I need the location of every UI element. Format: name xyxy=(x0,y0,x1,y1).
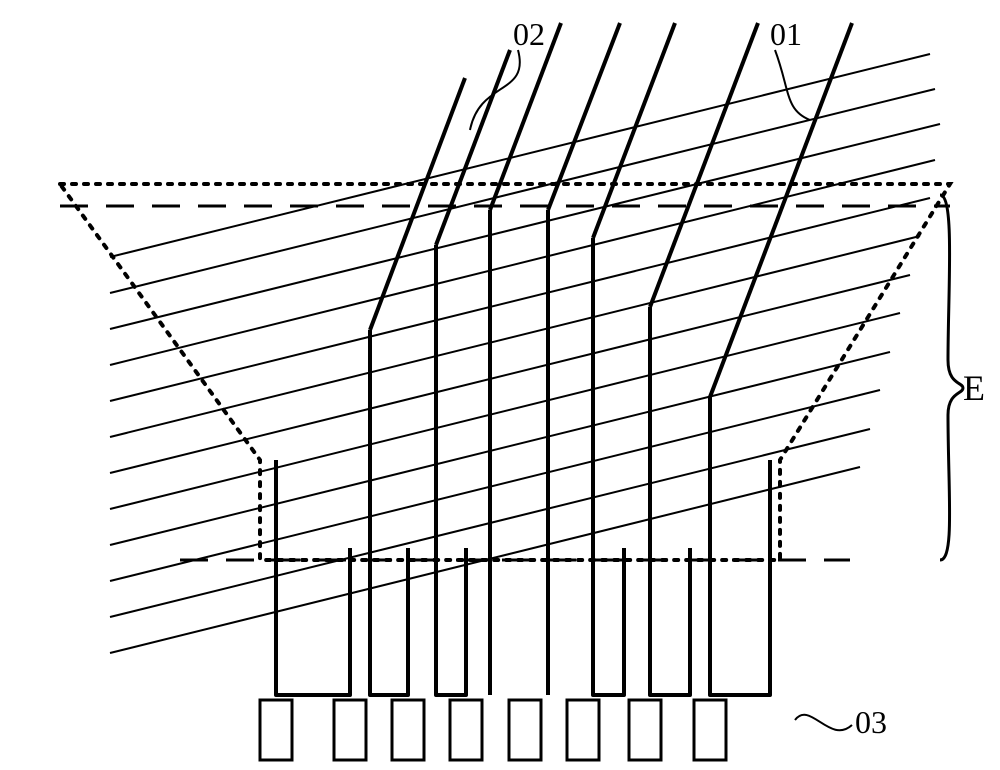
pad xyxy=(334,700,366,760)
connector-pads xyxy=(260,700,726,760)
vertical-traces xyxy=(276,23,852,695)
pad xyxy=(392,700,424,760)
trace-extension xyxy=(548,23,620,210)
trace-line xyxy=(650,307,690,695)
trace-extension xyxy=(436,50,510,245)
pad xyxy=(567,700,599,760)
hatch-line xyxy=(110,390,880,581)
dotted-boundary xyxy=(60,184,950,560)
trace-line xyxy=(593,238,624,695)
technical-diagram: 01 02 03 E xyxy=(0,0,1000,770)
pad xyxy=(694,700,726,760)
trace-extension xyxy=(650,23,758,307)
leader-curve xyxy=(795,715,852,731)
pad xyxy=(629,700,661,760)
pad xyxy=(450,700,482,760)
pad xyxy=(509,700,541,760)
label-leaders xyxy=(470,50,852,730)
hatch-line xyxy=(110,54,930,257)
brace-E xyxy=(940,195,963,560)
hatch-line xyxy=(110,352,890,545)
label-E: E xyxy=(963,368,985,408)
trace-line xyxy=(710,397,770,695)
hatch-line xyxy=(110,313,900,509)
dashed-horizontal-lines xyxy=(60,206,950,560)
trace-line xyxy=(436,245,466,695)
diagonal-hatch-lines xyxy=(110,54,940,653)
hatch-line xyxy=(110,275,910,473)
label-01: 01 xyxy=(770,16,802,52)
label-02: 02 xyxy=(513,16,545,52)
label-03: 03 xyxy=(855,704,887,740)
hatch-line xyxy=(110,236,920,437)
pad xyxy=(260,700,292,760)
